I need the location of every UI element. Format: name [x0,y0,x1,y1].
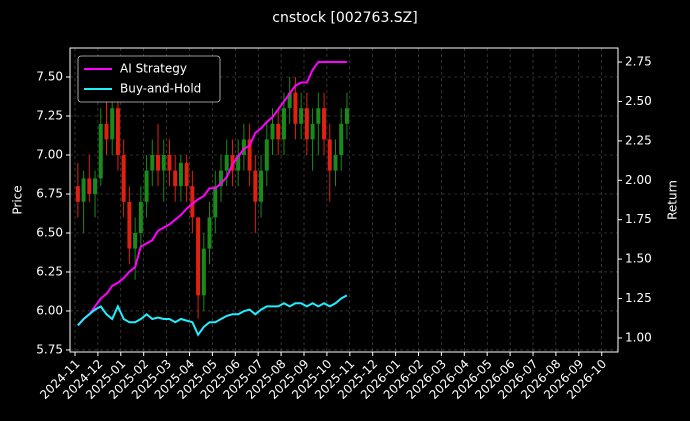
candle-body [218,170,223,187]
candle-body [138,201,143,233]
candle-body [281,108,286,140]
y-tick-label: 6.75 [36,186,63,200]
candle-body [299,108,304,124]
candle-body [156,155,161,171]
candle-body [110,108,115,140]
y2-tick-label: 2.25 [625,133,652,147]
candle-body [121,155,126,202]
candle-body [196,217,201,296]
candle-body [241,139,246,156]
y-tick-label: 5.75 [36,342,63,356]
candle-body [236,155,241,171]
candle-body [310,123,315,140]
y2-tick-label: 1.25 [625,291,652,305]
y2-tick-label: 2.50 [625,94,652,108]
y-axis-label: Price [11,185,25,214]
y-tick-label: 6.00 [36,303,63,317]
y-tick-label: 7.50 [36,70,63,84]
candle-body [81,178,86,202]
candle-body [224,155,229,171]
candle-body [167,155,172,171]
candle-body [98,123,103,179]
series-line [77,294,348,337]
candle-body [150,155,155,171]
y2-tick-label: 2.00 [625,173,652,187]
chart-title: cnstock [002763.SZ] [272,10,417,26]
y2-axis-label: Return [666,180,680,220]
y2-tick-label: 1.75 [625,212,652,226]
candle-body [316,108,321,124]
y-tick-label: 7.25 [36,109,63,123]
candle-body [259,170,264,202]
y-tick-label: 6.50 [36,225,63,239]
y2-tick-label: 1.00 [625,330,652,344]
candle-body [213,186,218,218]
candle-body [87,178,92,194]
candle-body [344,108,349,124]
y-tick-label: 7.00 [36,148,63,162]
legend-label: Buy-and-Hold [120,82,201,96]
candle-body [93,178,98,194]
candle-body [161,155,166,171]
series-line [77,61,347,327]
candle-body [127,201,132,249]
candle-body [293,92,298,124]
candle-body [207,217,212,249]
candle-body [178,162,183,187]
candle-body [270,123,275,140]
candle-body [201,248,206,296]
candle-body [339,123,344,156]
candle-body [333,155,338,171]
candle-body [115,108,120,156]
y-tick-label: 6.25 [36,264,63,278]
y2-tick-label: 1.50 [625,252,652,266]
candle-body [287,92,292,109]
candle-body [327,139,332,171]
candle-body [276,123,281,140]
candle-body [173,170,178,187]
candle-body [75,186,80,202]
candle-body [133,232,138,249]
candle-body [144,170,149,202]
candle-body [264,139,269,171]
legend-box [77,55,221,103]
candle-body [190,186,195,218]
plot-frame [69,47,619,353]
legend-label: AI Strategy [120,62,187,76]
candle-body [322,108,327,140]
candle-body [247,139,252,171]
candle-body [104,123,109,140]
candle-body [304,108,309,140]
candle-body [184,162,189,187]
candle-body [253,170,258,202]
y2-tick-label: 2.75 [625,55,652,69]
